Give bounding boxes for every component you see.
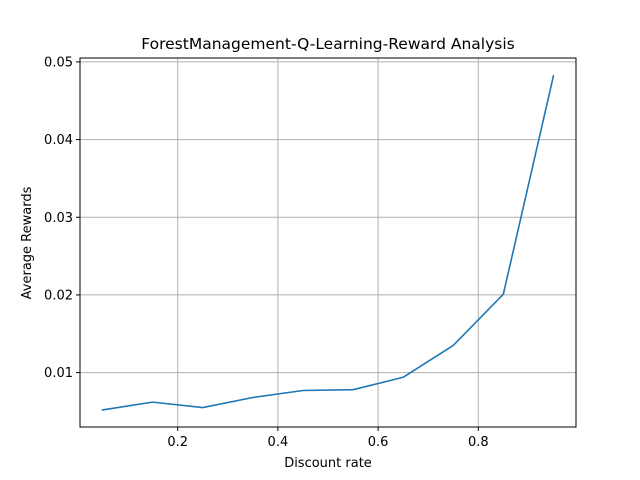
chart-title: ForestManagement-Q-Learning-Reward Analy… xyxy=(141,35,514,53)
plot-area-frame xyxy=(79,57,577,428)
x-axis-label: Discount rate xyxy=(284,456,372,471)
x-tick-label: 0.2 xyxy=(167,435,188,450)
x-tick-label: 0.4 xyxy=(268,435,289,450)
x-tick-label: 0.6 xyxy=(368,435,389,450)
y-axis-label: Average Rewards xyxy=(20,186,35,299)
series-line xyxy=(101,74,555,411)
y-tick-label: 0.02 xyxy=(44,288,73,303)
x-axis-ticks: 0.2 0.4 0.6 0.8 xyxy=(167,427,489,450)
y-tick-label: 0.03 xyxy=(44,211,73,226)
series-layer xyxy=(101,74,555,411)
y-tick-label: 0.04 xyxy=(44,133,73,148)
grid xyxy=(80,58,576,427)
x-tick-label: 0.8 xyxy=(468,435,489,450)
y-axis-ticks: 0.01 0.02 0.03 0.04 0.05 xyxy=(44,55,80,381)
y-tick-label: 0.01 xyxy=(44,366,73,381)
y-tick-label: 0.05 xyxy=(44,55,73,70)
